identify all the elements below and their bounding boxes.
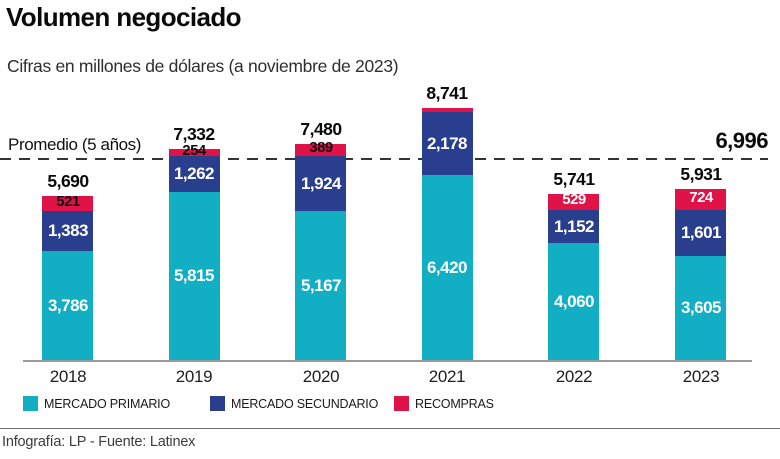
average-line-value: 6,996 [715, 128, 768, 153]
bar-value-label-primario-2023: 3,605 [680, 298, 722, 317]
bar-value-label-secundario-2019: 1,262 [173, 164, 215, 183]
x-axis-tick-2021: 2021 [428, 367, 466, 386]
legend-item-mercado-secundario: MERCADO SECUNDARIO [210, 396, 378, 411]
bar-total-label-2022: 5,741 [553, 169, 595, 189]
legend-swatch-primario [23, 396, 38, 411]
bar-segment-primario-2021 [422, 175, 473, 360]
legend-label-primario: MERCADO PRIMARIO [44, 396, 170, 411]
average-line-label: Promedio (5 años) [8, 135, 142, 154]
bar-segment-secundario-2020 [295, 156, 346, 211]
bar-total-label-2023: 5,931 [680, 164, 722, 184]
bar-value-label-secundario-2023: 1,601 [680, 223, 722, 242]
bar-value-label-primario-2018: 3,786 [47, 296, 89, 315]
page-title: Volumen negociado [6, 2, 242, 32]
average-dashed-line [0, 158, 768, 160]
bar-segment-primario-2022 [548, 243, 599, 360]
bar-segment-secundario-2022 [548, 210, 599, 243]
legend-swatch-secundario [210, 396, 225, 411]
legend-item-recompras: RECOMPRAS [394, 396, 494, 411]
bar-value-label-primario-2021: 6,420 [426, 258, 468, 277]
bar-segment-recompras-2023 [675, 189, 726, 210]
footer-credit: Infografía: LP - Fuente: Latinex [2, 434, 196, 450]
bar-value-label-recompras-2018: 521 [56, 193, 80, 210]
bar-segment-recompras-2022 [548, 194, 599, 210]
bar-segment-primario-2020 [295, 211, 346, 360]
bar-value-label-secundario-2018: 1,383 [47, 221, 89, 240]
bar-value-label-recompras-2020: 389 [309, 139, 333, 156]
bar-total-label-2018: 5,690 [47, 171, 89, 191]
legend-swatch-recompras [394, 396, 409, 411]
footer-divider [0, 428, 780, 429]
bar-value-label-primario-2022: 4,060 [553, 292, 595, 311]
bar-segment-recompras-2018 [42, 196, 93, 211]
bar-value-label-primario-2020: 5,167 [300, 276, 342, 295]
bar-segment-secundario-2023 [675, 210, 726, 256]
bar-segment-secundario-2018 [42, 211, 93, 251]
x-axis-line [23, 360, 752, 362]
bar-total-label-2019: 7,332 [173, 124, 215, 144]
bar-value-label-secundario-2022: 1,152 [553, 217, 595, 236]
bar-value-label-secundario-2021: 2,178 [426, 134, 468, 153]
bar-value-label-secundario-2020: 1,924 [300, 174, 342, 193]
x-axis-tick-2018: 2018 [49, 367, 87, 386]
chart-subtitle: Cifras en millones de dólares (a noviemb… [7, 56, 399, 76]
bar-segment-primario-2023 [675, 256, 726, 360]
bar-value-label-primario-2019: 5,815 [173, 266, 215, 285]
bar-total-label-2021: 8,741 [426, 83, 468, 103]
bar-segment-secundario-2019 [169, 156, 220, 192]
bar-segment-secundario-2021 [422, 112, 473, 175]
legend-label-recompras: RECOMPRAS [415, 396, 494, 411]
x-axis-tick-2023: 2023 [682, 367, 720, 386]
legend-label-secundario: MERCADO SECUNDARIO [231, 396, 379, 411]
x-axis-tick-2022: 2022 [555, 367, 593, 386]
legend-item-mercado-primario: MERCADO PRIMARIO [23, 396, 170, 411]
bar-value-label-recompras-2022: 529 [562, 191, 586, 208]
bar-segment-recompras-2020 [295, 144, 346, 156]
bar-segment-recompras-2021 [422, 108, 473, 112]
bar-segment-recompras-2019 [169, 149, 220, 156]
bar-value-label-recompras-2019: 254 [182, 142, 206, 159]
bar-total-label-2020: 7,480 [300, 119, 342, 139]
x-axis-tick-2019: 2019 [175, 367, 213, 386]
bar-value-label-recompras-2023: 724 [689, 189, 713, 206]
x-axis-tick-2020: 2020 [302, 367, 340, 386]
bar-segment-primario-2018 [42, 251, 93, 360]
bar-segment-primario-2019 [169, 192, 220, 360]
